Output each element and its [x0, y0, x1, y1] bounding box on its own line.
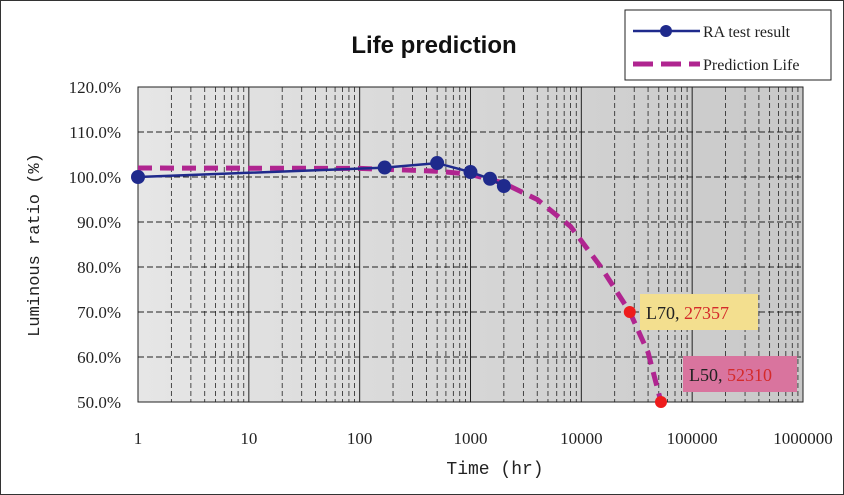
annotation-prefix: L70, [646, 303, 684, 323]
series-layer [131, 156, 664, 403]
grid [138, 87, 803, 402]
y-tick-label: 80.0% [77, 258, 121, 277]
y-tick-label: 70.0% [77, 303, 121, 322]
data-point-ra-test-result [496, 179, 511, 193]
legend: RA test result Prediction Life [624, 9, 832, 81]
annotation-point [654, 396, 667, 408]
x-tick-label: 10000 [560, 429, 603, 448]
data-point-ra-test-result [430, 156, 445, 171]
x-axis-label: Time (hr) [446, 460, 543, 480]
legend-label-ra-test-result: RA test result [703, 24, 791, 41]
x-tick-label: 100 [347, 429, 373, 448]
x-tick-label: 10 [240, 429, 257, 448]
legend-label-prediction-life: Prediction Life [703, 57, 799, 74]
x-tick-label: 1000 [454, 429, 488, 448]
annotation-value: 27357 [684, 303, 729, 323]
y-tick-label: 110.0% [69, 123, 121, 142]
y-tick-label: 120.0% [69, 78, 121, 97]
y-axis-label: Luminous ratio (%) [26, 153, 45, 337]
x-tick-label: 100000 [667, 429, 718, 448]
x-tick-label: 1 [134, 429, 143, 448]
data-point-ra-test-result [377, 160, 392, 175]
axes: 1 10 100 1000 10000 100000 1000000 120.0% 110.0%… [69, 78, 833, 448]
data-point-ra-test-result [483, 171, 498, 186]
legend-box [624, 9, 832, 81]
y-tick-label: 50.0% [77, 393, 121, 412]
data-point-ra-test-result [463, 165, 478, 180]
data-point-ra-test-result [131, 170, 145, 184]
annotation-label: L70, 27357 [646, 303, 729, 323]
annotations: L70, 27357 L50, 52310 [623, 294, 797, 408]
annotation-box [683, 356, 797, 392]
chart-title: Life prediction [351, 32, 516, 59]
annotation-box [640, 294, 758, 330]
x-tick-label: 1000000 [773, 429, 833, 448]
y-tick-label: 100.0% [69, 168, 121, 187]
series-line-prediction-life [137, 165, 664, 403]
legend-swatch-ra-marker [660, 25, 672, 37]
y-tick-label: 90.0% [77, 213, 121, 232]
annotation-value: 52310 [727, 365, 772, 385]
y-tick-label: 60.0% [77, 348, 121, 367]
annotation-label: L50, 52310 [689, 365, 772, 385]
annotation-point [623, 306, 636, 318]
annotation-prefix: L50, [689, 365, 727, 385]
